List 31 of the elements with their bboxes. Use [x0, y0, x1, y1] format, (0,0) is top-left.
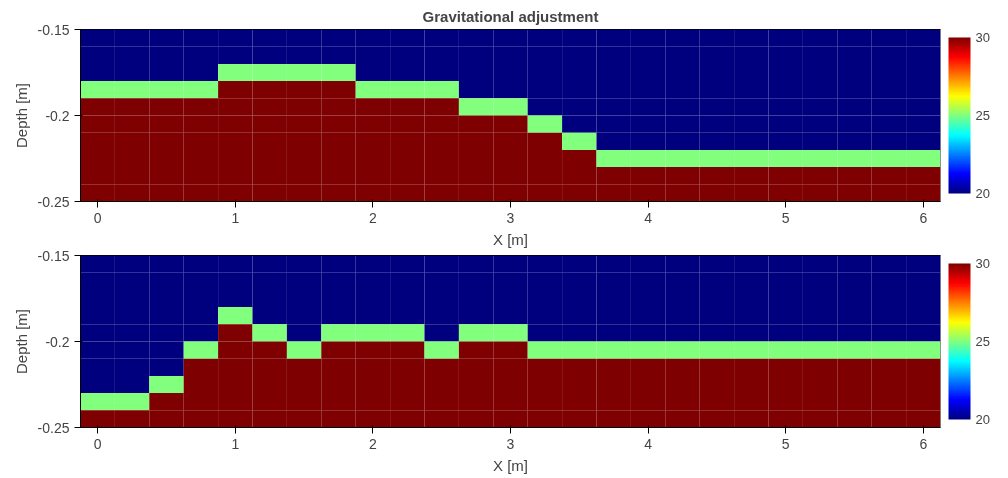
x-tick-label: 3	[506, 209, 515, 226]
chart-title: Gravitational adjustment	[422, 7, 599, 25]
x-tick-label: 2	[369, 209, 378, 226]
color-bar-label: 25	[975, 334, 990, 349]
y-tick-label: -0.2	[45, 333, 70, 350]
x-tick-label: 4	[644, 209, 653, 226]
x-tick-label: 6	[919, 209, 928, 226]
x-axis-title: X [m]	[493, 230, 529, 248]
x-tick-label: 0	[93, 209, 102, 226]
x-tick-label: 3	[506, 435, 515, 452]
y-tick-label: -0.25	[37, 193, 70, 210]
x-tick-label: 1	[231, 435, 240, 452]
x-axis-title: X [m]	[493, 456, 529, 474]
color-bar-label: 30	[975, 256, 990, 271]
color-bar-label: 25	[975, 108, 990, 123]
x-tick-label: 5	[781, 209, 790, 226]
x-tick-label: 5	[781, 435, 790, 452]
y-tick-label: -0.15	[37, 21, 70, 38]
x-tick-label: 4	[644, 435, 653, 452]
y-tick-label: -0.15	[37, 247, 70, 264]
color-bar-label: 20	[975, 412, 990, 427]
x-tick-label: 0	[93, 435, 102, 452]
x-tick-label: 6	[919, 435, 928, 452]
y-tick-label: -0.25	[37, 419, 70, 436]
color-bar-label: 30	[975, 30, 990, 45]
y-axis-title: Depth [m]	[12, 308, 30, 375]
y-tick-label: -0.2	[45, 107, 70, 124]
y-axis-title: Depth [m]	[12, 82, 30, 149]
color-bar-label: 20	[975, 186, 990, 201]
x-tick-label: 1	[231, 209, 240, 226]
x-tick-label: 2	[369, 435, 378, 452]
